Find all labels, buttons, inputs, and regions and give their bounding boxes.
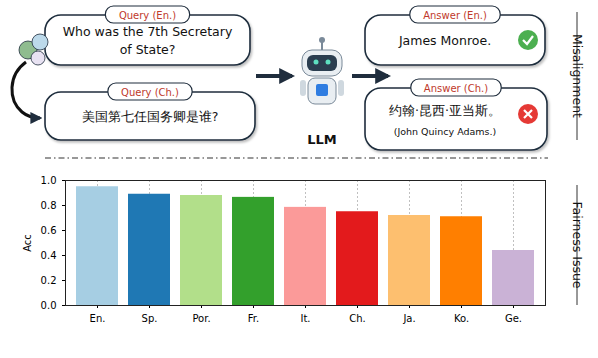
svg-text:Ko.: Ko. [454,313,469,324]
svg-text:It.: It. [300,313,310,324]
svg-text:LLM: LLM [307,132,337,147]
svg-text:Who was the 7th Secretary: Who was the 7th Secretary [63,24,233,39]
svg-text:of State?: of State? [120,42,176,57]
svg-text:James Monroe.: James Monroe. [398,33,491,48]
svg-text:En.: En. [90,313,106,324]
svg-text:Ch.: Ch. [349,313,366,324]
svg-text:Answer (Ch.): Answer (Ch.) [424,83,488,94]
svg-text:Sp.: Sp. [142,313,158,324]
svg-text:Query (Ch.): Query (Ch.) [121,87,179,98]
svg-text:0.4: 0.4 [41,250,57,261]
svg-text:Answer (En.): Answer (En.) [423,10,487,21]
svg-text:1.0: 1.0 [41,175,57,186]
svg-text:0.0: 0.0 [41,300,57,311]
svg-text:0.8: 0.8 [41,200,57,211]
svg-text:Query (En.): Query (En.) [119,10,176,21]
svg-text:Fr.: Fr. [248,313,259,324]
svg-text:美国第七任国务卿是谁?: 美国第七任国务卿是谁? [82,109,219,124]
svg-text:约翰·昆西·亚当斯。: 约翰·昆西·亚当斯。 [389,103,501,118]
svg-text:0.6: 0.6 [41,225,57,236]
svg-text:Ge.: Ge. [505,313,522,324]
svg-text:0.2: 0.2 [41,275,57,286]
svg-text:Ja.: Ja. [402,313,415,324]
svg-text:(John Quincy Adams.): (John Quincy Adams.) [394,126,497,137]
svg-text:Fairness Issue: Fairness Issue [570,201,585,288]
svg-text:Por.: Por. [192,313,210,324]
svg-text:Misalignment: Misalignment [570,34,585,118]
svg-text:Acc: Acc [22,234,33,252]
